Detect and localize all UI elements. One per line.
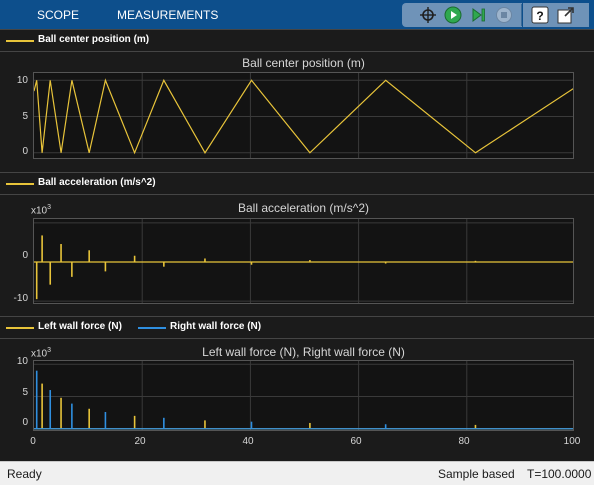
legend-wall-force: Left wall force (N) Right wall force (N) [0, 316, 594, 339]
legend-label-left-wall[interactable]: Left wall force (N) [38, 321, 122, 332]
xtick-100: 100 [563, 436, 581, 447]
plot-wall-force [34, 361, 573, 430]
axes-ball-acceleration[interactable] [33, 218, 574, 304]
legend-label[interactable]: Ball acceleration (m/s^2) [38, 177, 156, 188]
ytick-0: 0 [22, 146, 28, 157]
plot-ball-acceleration [34, 219, 573, 303]
plot-title: Ball center position (m) [242, 56, 365, 70]
legend-label-right-wall[interactable]: Right wall force (N) [170, 321, 262, 332]
step-forward-icon[interactable] [469, 6, 487, 24]
legend-ball-position: Ball center position (m) [0, 29, 594, 52]
plot-title: Left wall force (N), Right wall force (N… [202, 345, 405, 359]
legend-swatch-yellow [6, 183, 34, 185]
ytick-0: 0 [22, 417, 28, 428]
legend-label[interactable]: Ball center position (m) [38, 34, 150, 45]
status-mode: Sample based [438, 467, 515, 481]
xtick-80: 80 [458, 436, 470, 447]
toolstrip: SCOPE MEASUREMENTS ? [0, 0, 594, 30]
tab-scope[interactable]: SCOPE [37, 8, 80, 22]
status-bar: Ready Sample based T=100.0000 [0, 461, 594, 485]
axes-ball-position[interactable] [33, 72, 574, 159]
plot-ball-position [34, 73, 573, 158]
ytick-5: 5 [22, 387, 28, 398]
xtick-40: 40 [242, 436, 254, 447]
undock-icon[interactable] [557, 6, 575, 24]
ytick-5: 5 [22, 111, 28, 122]
toolbar-separator [521, 4, 522, 26]
svg-text:?: ? [536, 9, 543, 23]
axes-wall-force[interactable] [33, 360, 574, 431]
status-text: Ready [7, 467, 42, 481]
y-exponent-label: x103 [31, 347, 52, 360]
legend-ball-acceleration: Ball acceleration (m/s^2) [0, 172, 594, 195]
series-line [34, 78, 573, 155]
help-icon[interactable]: ? [531, 6, 549, 24]
ytick-0: 0 [22, 250, 28, 261]
stop-icon[interactable] [495, 6, 513, 24]
tab-measurements[interactable]: MEASUREMENTS [117, 8, 219, 22]
legend-swatch-yellow [6, 40, 34, 42]
y-exponent-label: x103 [31, 204, 52, 217]
highlight-signal-icon[interactable] [419, 6, 437, 24]
plot-title: Ball acceleration (m/s^2) [237, 201, 369, 215]
xtick-0: 0 [30, 436, 36, 447]
ytick-10: 10 [16, 75, 28, 86]
xtick-20: 20 [134, 436, 146, 447]
ytick-neg10: -10 [13, 293, 28, 304]
legend-swatch-blue [138, 327, 166, 329]
ytick-10: 10 [16, 356, 28, 367]
status-time: T=100.0000 [527, 467, 592, 481]
legend-swatch-yellow [6, 327, 34, 329]
xtick-60: 60 [350, 436, 362, 447]
run-icon[interactable] [444, 6, 462, 24]
